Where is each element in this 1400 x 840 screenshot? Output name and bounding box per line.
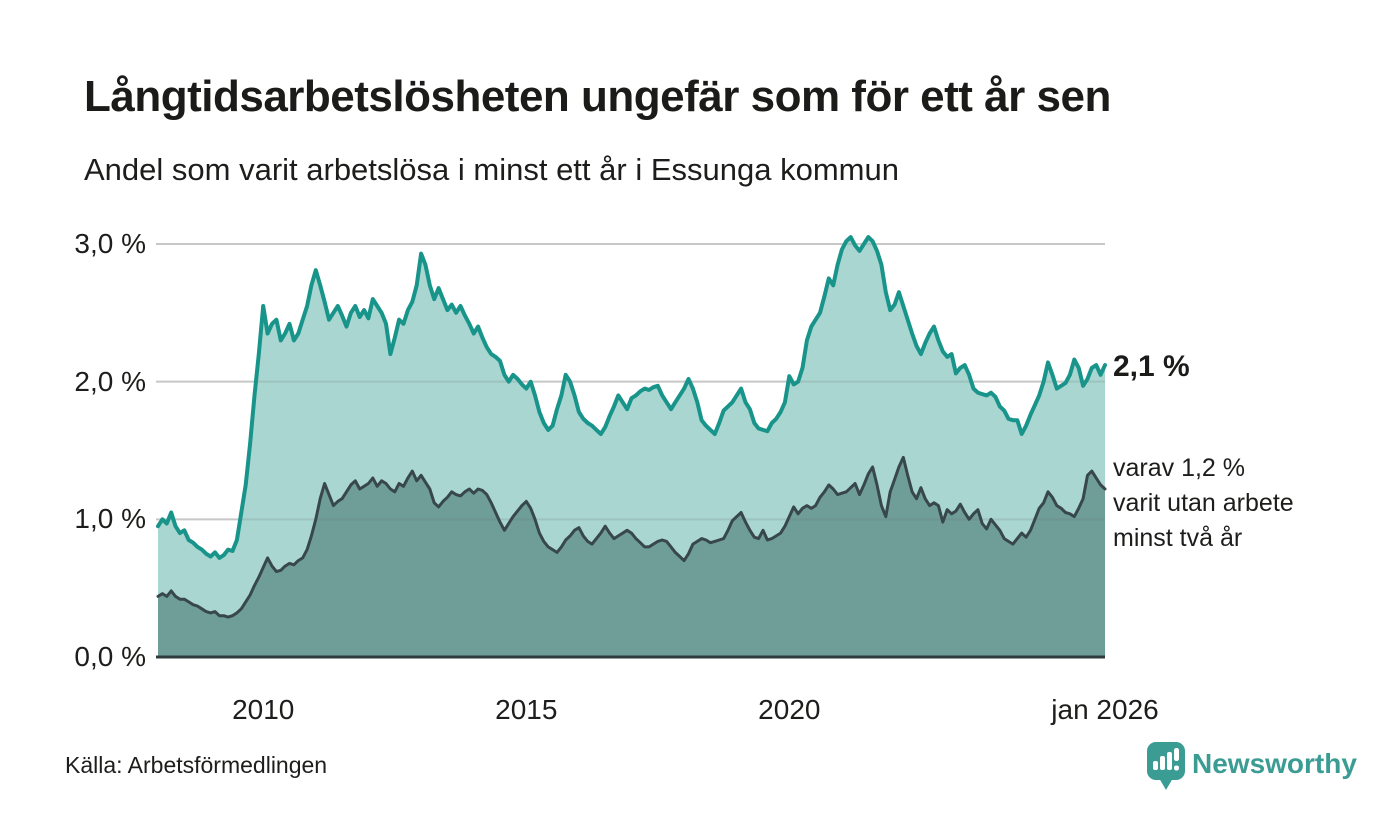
y-axis-label: 3,0 % bbox=[74, 228, 146, 259]
page-title: Långtidsarbetslösheten ungefär som för e… bbox=[84, 72, 1111, 121]
secondary-value-note: varav 1,2 % varit utan arbete minst två … bbox=[1113, 454, 1294, 552]
x-axis-label: 2015 bbox=[495, 694, 558, 725]
x-axis-label: 2020 bbox=[758, 694, 821, 725]
newsworthy-logo-text: Newsworthy bbox=[1192, 748, 1357, 779]
chart-subtitle: Andel som varit arbetslösa i minst ett å… bbox=[84, 152, 899, 187]
gridlines-overlay bbox=[156, 243, 1105, 521]
line-min-one-year bbox=[156, 235, 1107, 560]
y-axis-label: 0,0 % bbox=[74, 641, 146, 672]
y-axis-label: 1,0 % bbox=[74, 503, 146, 535]
line-min-two-years bbox=[156, 455, 1107, 619]
area-min-two-years bbox=[158, 457, 1105, 657]
latest-value-label: 2,1 % bbox=[1113, 350, 1190, 383]
x-axis-label: jan 2026 bbox=[1051, 694, 1159, 725]
x-axis-label: 2010 bbox=[232, 694, 295, 725]
newsworthy-logo-icon bbox=[1147, 742, 1185, 790]
y-axis-label: 2,0 % bbox=[74, 365, 146, 397]
source-caption: Källa: Arbetsförmedlingen bbox=[65, 752, 328, 778]
